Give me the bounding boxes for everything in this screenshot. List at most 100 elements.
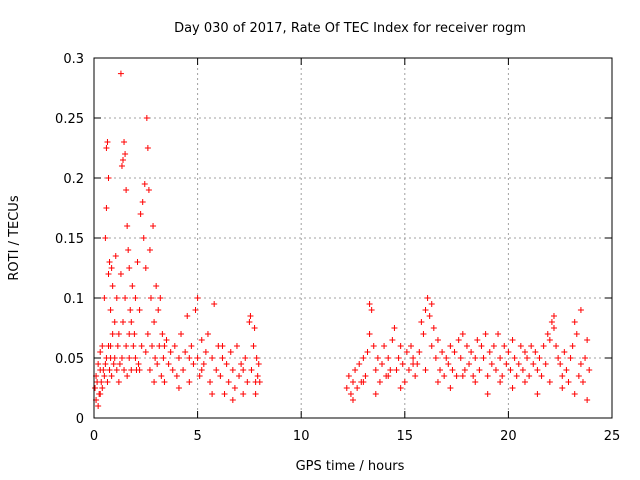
data-point	[97, 391, 104, 397]
data-point	[122, 295, 129, 301]
data-point	[486, 349, 493, 355]
data-point	[132, 295, 139, 301]
data-point	[443, 355, 450, 361]
data-point	[372, 367, 379, 373]
data-point	[173, 373, 180, 379]
data-point	[118, 355, 125, 361]
data-point	[100, 367, 107, 373]
data-point	[240, 367, 247, 373]
data-point	[182, 349, 189, 355]
data-point	[488, 361, 495, 367]
data-point	[563, 367, 570, 373]
y-axis-label: ROTI / TECUs	[7, 195, 22, 280]
x-tick-label: 0	[90, 429, 98, 444]
data-point	[115, 331, 122, 337]
data-point	[474, 337, 481, 343]
data-point	[159, 331, 166, 337]
data-point	[497, 379, 504, 385]
data-point	[161, 343, 168, 349]
data-point	[347, 391, 354, 397]
data-point	[98, 379, 105, 385]
data-point	[250, 343, 257, 349]
data-point	[356, 361, 363, 367]
data-point	[211, 301, 218, 307]
data-point	[584, 337, 591, 343]
data-point	[117, 70, 124, 77]
data-point	[95, 361, 102, 367]
data-point	[401, 379, 408, 385]
data-point	[190, 361, 197, 367]
data-point	[517, 343, 524, 349]
data-point	[571, 319, 578, 325]
data-point	[395, 355, 402, 361]
data-point	[175, 355, 182, 361]
data-point	[110, 361, 117, 367]
x-tick-label: 20	[500, 429, 517, 444]
data-point	[393, 367, 400, 373]
data-point	[575, 373, 582, 379]
data-point	[192, 307, 199, 313]
data-point	[171, 343, 178, 349]
data-point	[146, 367, 153, 373]
data-point	[149, 343, 156, 349]
data-point	[559, 373, 566, 379]
data-point	[136, 307, 143, 313]
data-point	[385, 373, 392, 379]
data-point	[362, 373, 369, 379]
data-point	[146, 247, 153, 253]
axis-ticks: 0 5 10 15 20 25 0 0.05 0.1 0.15 0.2 0.25 0.3	[55, 52, 620, 444]
data-point	[536, 355, 543, 361]
data-point	[99, 343, 106, 349]
data-point	[236, 373, 243, 379]
data-point	[519, 367, 526, 373]
data-point	[376, 379, 383, 385]
data-point	[542, 361, 549, 367]
data-point	[579, 379, 586, 385]
data-point	[178, 331, 185, 337]
data-point	[445, 361, 452, 367]
data-point	[374, 355, 381, 361]
data-point	[366, 331, 373, 337]
data-point	[459, 373, 466, 379]
data-point	[156, 343, 163, 349]
data-point	[244, 379, 251, 385]
data-point	[403, 349, 410, 355]
data-point	[246, 319, 253, 325]
data-point	[144, 331, 151, 337]
data-point	[492, 367, 499, 373]
data-point	[104, 139, 111, 145]
data-point	[124, 223, 131, 229]
data-point	[256, 379, 263, 385]
data-point	[544, 331, 551, 337]
data-point	[134, 259, 141, 265]
data-point	[434, 337, 441, 343]
data-point	[368, 307, 375, 313]
data-point	[233, 343, 240, 349]
data-point	[108, 265, 115, 271]
data-point	[571, 391, 578, 397]
data-point	[104, 379, 111, 385]
data-point	[123, 343, 130, 349]
x-axis-label: GPS time / hours	[296, 459, 405, 474]
data-point	[352, 367, 359, 373]
data-point	[441, 373, 448, 379]
data-point	[472, 379, 479, 385]
data-point	[165, 361, 172, 367]
data-point	[196, 373, 203, 379]
data-point	[513, 373, 520, 379]
data-point	[437, 367, 444, 373]
data-point	[118, 163, 125, 169]
data-point	[240, 391, 247, 397]
data-point	[553, 343, 560, 349]
data-point	[567, 355, 574, 361]
data-point	[555, 355, 562, 361]
data-point	[372, 391, 379, 397]
data-point	[221, 391, 228, 397]
data-point	[534, 391, 541, 397]
y-tick-label: 0.05	[55, 352, 84, 367]
data-point	[447, 343, 454, 349]
data-point	[139, 199, 146, 205]
data-point	[125, 247, 132, 253]
data-point	[142, 349, 149, 355]
